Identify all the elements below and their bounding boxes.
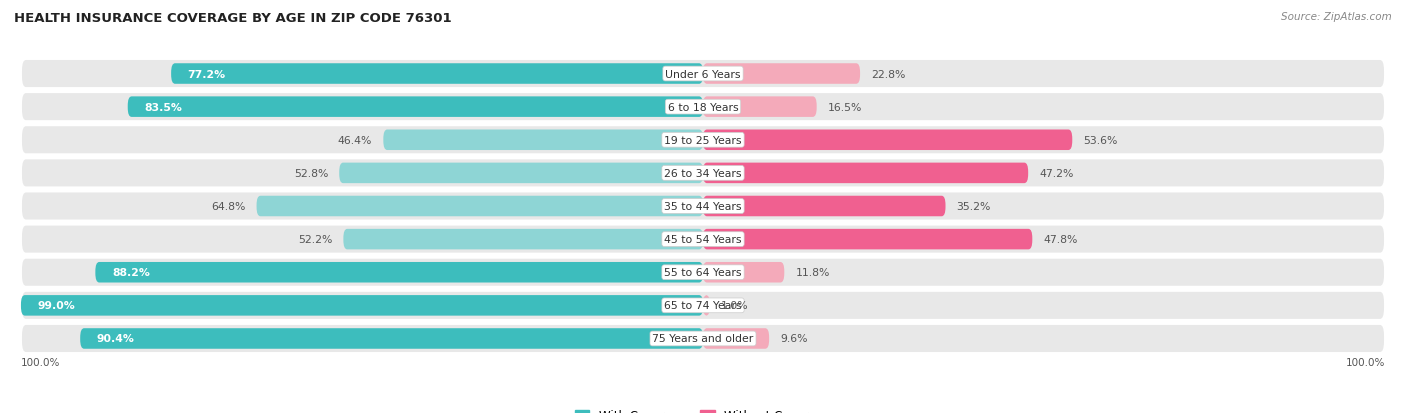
- FancyBboxPatch shape: [21, 192, 1385, 221]
- Text: 16.5%: 16.5%: [828, 102, 862, 112]
- FancyBboxPatch shape: [384, 130, 703, 151]
- FancyBboxPatch shape: [80, 328, 703, 349]
- FancyBboxPatch shape: [703, 163, 1028, 184]
- FancyBboxPatch shape: [339, 163, 703, 184]
- Text: 75 Years and older: 75 Years and older: [652, 334, 754, 344]
- Text: 35 to 44 Years: 35 to 44 Years: [664, 202, 742, 211]
- FancyBboxPatch shape: [172, 64, 703, 85]
- FancyBboxPatch shape: [21, 291, 1385, 320]
- Text: Source: ZipAtlas.com: Source: ZipAtlas.com: [1281, 12, 1392, 22]
- Text: 88.2%: 88.2%: [112, 268, 150, 278]
- FancyBboxPatch shape: [343, 229, 703, 250]
- Text: 100.0%: 100.0%: [1346, 357, 1385, 367]
- Text: 47.2%: 47.2%: [1039, 169, 1074, 178]
- Text: Under 6 Years: Under 6 Years: [665, 69, 741, 79]
- Text: 46.4%: 46.4%: [337, 135, 373, 145]
- FancyBboxPatch shape: [21, 295, 703, 316]
- Text: 1.0%: 1.0%: [721, 301, 748, 311]
- Text: 53.6%: 53.6%: [1083, 135, 1118, 145]
- FancyBboxPatch shape: [21, 258, 1385, 287]
- FancyBboxPatch shape: [21, 93, 1385, 122]
- FancyBboxPatch shape: [703, 64, 860, 85]
- Text: 19 to 25 Years: 19 to 25 Years: [664, 135, 742, 145]
- FancyBboxPatch shape: [703, 97, 817, 118]
- FancyBboxPatch shape: [703, 328, 769, 349]
- Text: 22.8%: 22.8%: [872, 69, 905, 79]
- Text: 65 to 74 Years: 65 to 74 Years: [664, 301, 742, 311]
- FancyBboxPatch shape: [21, 60, 1385, 89]
- Text: 100.0%: 100.0%: [21, 357, 60, 367]
- FancyBboxPatch shape: [96, 262, 703, 283]
- FancyBboxPatch shape: [21, 126, 1385, 155]
- Text: 52.2%: 52.2%: [298, 235, 332, 244]
- Text: 90.4%: 90.4%: [97, 334, 135, 344]
- Text: 9.6%: 9.6%: [780, 334, 807, 344]
- FancyBboxPatch shape: [21, 225, 1385, 254]
- FancyBboxPatch shape: [703, 295, 710, 316]
- FancyBboxPatch shape: [128, 97, 703, 118]
- Text: 99.0%: 99.0%: [38, 301, 76, 311]
- FancyBboxPatch shape: [703, 262, 785, 283]
- FancyBboxPatch shape: [703, 196, 945, 217]
- Text: 11.8%: 11.8%: [796, 268, 830, 278]
- FancyBboxPatch shape: [703, 130, 1073, 151]
- Text: 77.2%: 77.2%: [187, 69, 226, 79]
- Text: 35.2%: 35.2%: [956, 202, 991, 211]
- Text: 55 to 64 Years: 55 to 64 Years: [664, 268, 742, 278]
- Legend: With Coverage, Without Coverage: With Coverage, Without Coverage: [571, 404, 835, 413]
- Text: 64.8%: 64.8%: [211, 202, 246, 211]
- FancyBboxPatch shape: [21, 324, 1385, 353]
- FancyBboxPatch shape: [21, 159, 1385, 188]
- Text: 26 to 34 Years: 26 to 34 Years: [664, 169, 742, 178]
- FancyBboxPatch shape: [256, 196, 703, 217]
- Text: 45 to 54 Years: 45 to 54 Years: [664, 235, 742, 244]
- Text: 83.5%: 83.5%: [145, 102, 183, 112]
- Text: HEALTH INSURANCE COVERAGE BY AGE IN ZIP CODE 76301: HEALTH INSURANCE COVERAGE BY AGE IN ZIP …: [14, 12, 451, 25]
- FancyBboxPatch shape: [703, 229, 1032, 250]
- Text: 6 to 18 Years: 6 to 18 Years: [668, 102, 738, 112]
- Text: 52.8%: 52.8%: [294, 169, 328, 178]
- Text: 47.8%: 47.8%: [1043, 235, 1078, 244]
